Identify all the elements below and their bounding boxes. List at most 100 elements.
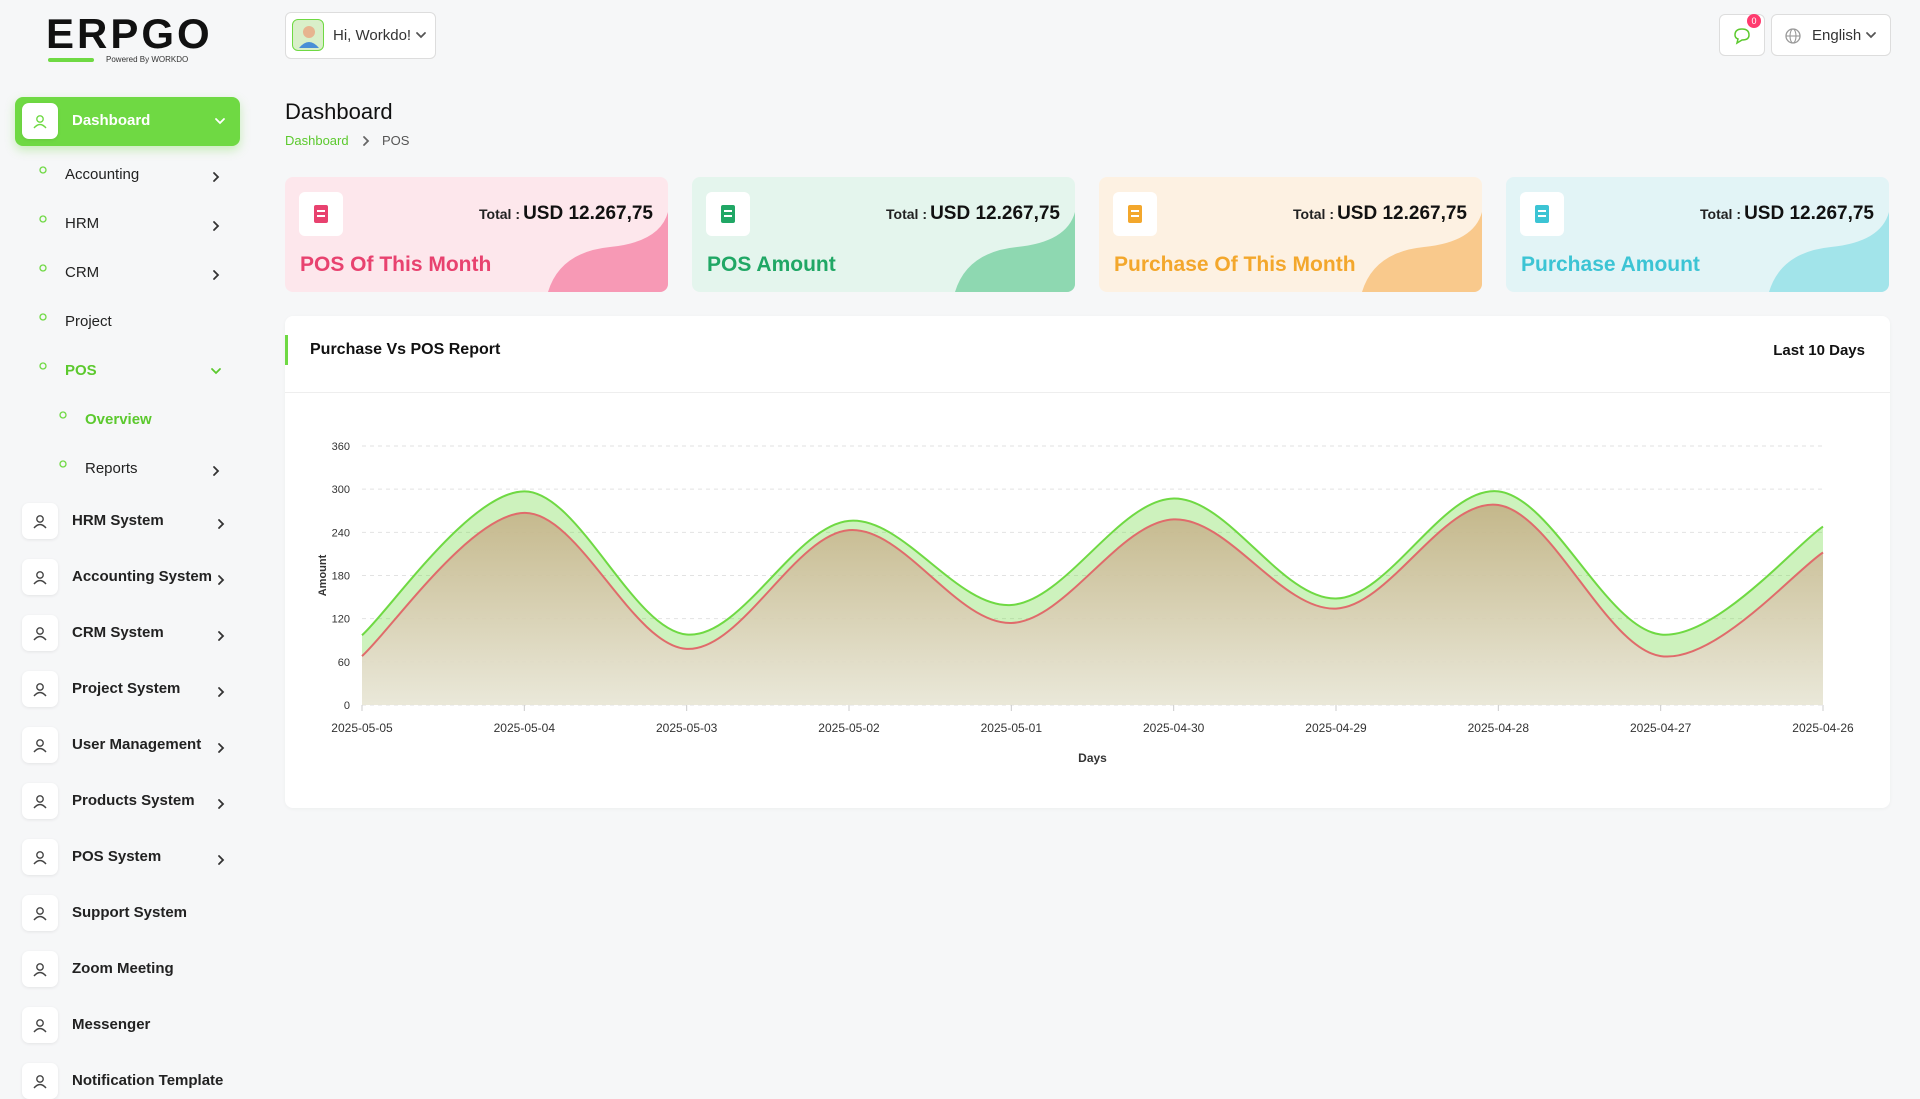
nav-icon-glyph	[33, 115, 47, 129]
y-tick-label: 300	[332, 484, 350, 496]
nav-sub-label[interactable]: Reports	[85, 460, 138, 477]
nav-sub-label[interactable]: POS	[65, 362, 97, 379]
chevron-shape	[218, 743, 225, 753]
y-tick-label: 60	[338, 657, 350, 669]
nav-bullet	[39, 215, 47, 223]
chevron-shape	[218, 631, 225, 641]
chevron-shape	[218, 687, 225, 697]
chevron-shape	[1866, 32, 1876, 39]
nav-label[interactable]: Zoom Meeting	[72, 960, 174, 977]
bullet	[39, 166, 47, 174]
card-title: Purchase Amount	[1521, 253, 1700, 276]
card-amount: USD 12.267,75	[1744, 203, 1874, 224]
area-line	[361, 490, 1824, 636]
glyph	[36, 851, 44, 859]
card-amount: USD 12.267,75	[523, 203, 653, 224]
glyph	[36, 115, 44, 123]
logo-underline	[48, 58, 94, 62]
nav-label[interactable]: Products System	[72, 792, 195, 809]
nav-icon	[22, 895, 58, 931]
nav-icon	[22, 503, 58, 539]
card-title: Purchase Of This Month	[1114, 253, 1356, 276]
greeting[interactable]: Hi, Workdo!	[333, 27, 412, 44]
glyph	[36, 739, 44, 747]
chevron-shape	[218, 575, 225, 585]
chart-accent	[285, 335, 288, 365]
nav-label[interactable]: HRM System	[72, 512, 164, 529]
nav-icon	[22, 103, 58, 139]
chevron-shape	[363, 136, 370, 146]
nav-label[interactable]: Project System	[72, 680, 181, 697]
wave-shape	[548, 212, 668, 292]
nav-icon-glyph	[33, 907, 47, 921]
card-total-label: Total :	[479, 206, 520, 222]
nav-label[interactable]: Support System	[72, 904, 188, 921]
chevron	[213, 270, 220, 280]
chevron	[218, 743, 225, 753]
nav-sub-label[interactable]: Accounting	[65, 166, 140, 183]
glyph	[33, 523, 47, 529]
nav-sub-label[interactable]: CRM	[65, 264, 100, 281]
card-icon	[299, 192, 343, 236]
breadcrumb-item[interactable]: Dashboard	[285, 133, 349, 148]
nav-icon-glyph	[33, 515, 47, 529]
card-amount: USD 12.267,75	[930, 203, 1060, 224]
chevron	[416, 32, 426, 39]
nav-bullet	[39, 362, 47, 370]
chevron	[215, 118, 225, 125]
chevron-shape	[218, 519, 225, 529]
nav-label[interactable]: Messenger	[72, 1016, 151, 1033]
nav-sub-label[interactable]: HRM	[65, 215, 100, 232]
chart-divider	[285, 392, 1890, 393]
glyph	[314, 205, 328, 223]
bullet	[39, 264, 47, 272]
glyph	[36, 795, 44, 803]
notification-button[interactable]: 0	[1719, 14, 1765, 56]
nav-icon-glyph	[33, 795, 47, 809]
language-button[interactable]: English	[1771, 14, 1891, 56]
nav-icon-glyph	[33, 963, 47, 977]
chevron-shape	[213, 270, 220, 280]
glyph	[303, 26, 315, 38]
glyph	[36, 963, 44, 971]
nav-bullet	[39, 313, 47, 321]
chevron-shape	[213, 466, 220, 476]
nav-sub-label[interactable]: Overview	[85, 411, 152, 428]
chevron	[218, 855, 225, 865]
chevron	[213, 221, 220, 231]
avatar	[292, 19, 324, 51]
glyph	[317, 215, 325, 217]
notification-icon	[1734, 28, 1750, 45]
x-tick-label: 2025-04-28	[1468, 721, 1530, 735]
nav-bullet	[39, 264, 47, 272]
nav-label[interactable]: Dashboard	[72, 112, 151, 129]
card-amount: USD 12.267,75	[1337, 203, 1467, 224]
wave-shape	[955, 212, 1075, 292]
y-tick-label: 0	[344, 700, 350, 712]
user-button[interactable]: Hi, Workdo!	[285, 12, 436, 59]
glyph	[1128, 205, 1142, 223]
chart-period[interactable]: Last 10 Days	[1773, 342, 1865, 359]
glyph	[33, 691, 47, 697]
nav-icon-glyph	[33, 683, 47, 697]
chevron-shape	[215, 118, 225, 125]
nav-sub-label[interactable]: Project	[65, 313, 112, 330]
glyph	[1538, 210, 1546, 212]
glyph	[33, 1083, 47, 1089]
logo-tagline: Powered By WORKDO	[106, 55, 189, 64]
card-wave	[548, 212, 668, 292]
nav-label[interactable]: User Management	[72, 736, 202, 753]
nav-label[interactable]: Accounting System	[72, 568, 213, 585]
glyph	[724, 215, 732, 217]
nav-icon	[22, 727, 58, 763]
card-icon-glyph	[1535, 205, 1549, 223]
x-tick-label: 2025-04-29	[1305, 721, 1367, 735]
chevron-shape	[211, 368, 221, 375]
card-wave	[1362, 212, 1482, 292]
bullet	[59, 411, 67, 419]
nav-label[interactable]: POS System	[72, 848, 162, 865]
nav-label[interactable]: CRM System	[72, 624, 164, 641]
glyph	[36, 515, 44, 523]
card-icon-glyph	[721, 205, 735, 223]
chevron	[363, 136, 370, 146]
